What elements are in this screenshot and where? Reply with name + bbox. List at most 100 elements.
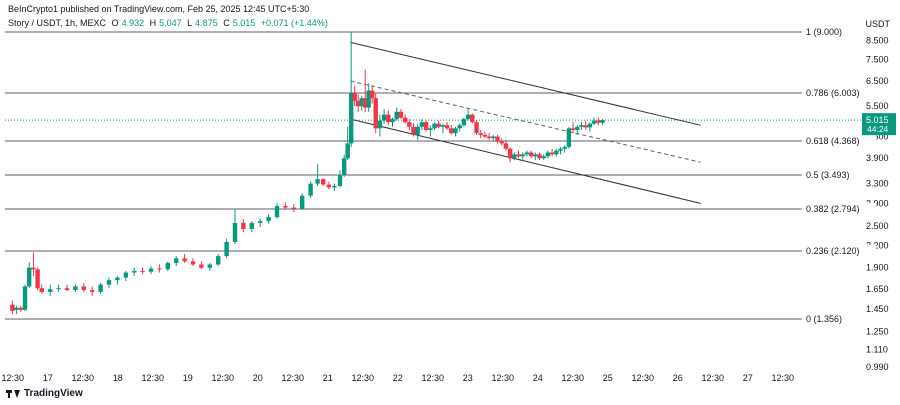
candle-body-90[interactable] bbox=[524, 152, 530, 155]
candle-body-44[interactable] bbox=[337, 174, 343, 186]
candle-body-87[interactable] bbox=[512, 154, 517, 159]
candle-body-15[interactable] bbox=[106, 280, 112, 285]
candle-body-23[interactable] bbox=[174, 258, 179, 263]
candle-body-50[interactable] bbox=[359, 98, 364, 107]
candle-body-73[interactable] bbox=[453, 128, 458, 134]
candle-body-47[interactable] bbox=[349, 93, 354, 144]
candle-body-99[interactable] bbox=[562, 146, 567, 149]
candle-body-36[interactable] bbox=[283, 205, 288, 208]
candle-body-11[interactable] bbox=[73, 286, 78, 291]
candle-body-9[interactable] bbox=[56, 288, 61, 290]
candle-body-68[interactable] bbox=[432, 123, 437, 129]
candle-body-93[interactable] bbox=[537, 154, 542, 159]
candle-body-52[interactable] bbox=[366, 90, 371, 108]
candle-body-37[interactable] bbox=[291, 207, 296, 209]
candle-body-55[interactable] bbox=[377, 120, 383, 129]
candle-body-12[interactable] bbox=[81, 286, 86, 291]
candle-body-85[interactable] bbox=[503, 143, 509, 149]
candle-body-89[interactable] bbox=[520, 154, 525, 157]
candle-body-82[interactable] bbox=[491, 136, 496, 139]
candle-body-97[interactable] bbox=[554, 150, 559, 155]
candle-body-40[interactable] bbox=[315, 179, 320, 184]
candle-body-79[interactable] bbox=[478, 133, 483, 135]
candle-body-71[interactable] bbox=[444, 125, 450, 129]
candle-body-1[interactable] bbox=[14, 307, 19, 310]
candle-body-78[interactable] bbox=[474, 122, 479, 134]
candle-body-54[interactable] bbox=[373, 98, 378, 129]
candle-body-8[interactable] bbox=[48, 289, 53, 292]
candle-body-96[interactable] bbox=[549, 152, 555, 155]
candle-body-18[interactable] bbox=[132, 270, 137, 273]
candle-body-65[interactable] bbox=[419, 122, 425, 127]
candle-body-105[interactable] bbox=[587, 123, 593, 128]
candle-body-107[interactable] bbox=[596, 120, 601, 123]
candle-body-94[interactable] bbox=[541, 156, 546, 159]
candle-body-14[interactable] bbox=[98, 284, 103, 292]
candle-body-62[interactable] bbox=[407, 122, 412, 127]
candle-body-49[interactable] bbox=[356, 100, 361, 107]
candle-body-3[interactable] bbox=[22, 286, 28, 310]
candle-body-84[interactable] bbox=[499, 141, 504, 144]
candle-body-29[interactable] bbox=[224, 241, 229, 257]
candle-body-81[interactable] bbox=[486, 136, 492, 139]
candle-body-102[interactable] bbox=[575, 126, 580, 130]
candle-body-86[interactable] bbox=[507, 148, 513, 159]
candle-body-92[interactable] bbox=[533, 154, 538, 157]
candle-body-39[interactable] bbox=[308, 183, 313, 196]
candle-body-13[interactable] bbox=[90, 290, 95, 292]
candle-body-0[interactable] bbox=[10, 304, 15, 311]
candle-body-60[interactable] bbox=[398, 111, 404, 118]
candle-body-25[interactable] bbox=[190, 261, 196, 265]
candle-body-4[interactable] bbox=[27, 267, 32, 287]
candle-body-91[interactable] bbox=[528, 152, 534, 157]
candle-body-46[interactable] bbox=[345, 143, 350, 159]
candle-body-38[interactable] bbox=[300, 195, 305, 209]
candle-body-32[interactable] bbox=[249, 222, 254, 229]
candle-body-30[interactable] bbox=[232, 222, 238, 242]
candle-body-103[interactable] bbox=[579, 125, 584, 127]
candle-body-22[interactable] bbox=[165, 262, 170, 270]
candle-body-67[interactable] bbox=[428, 128, 433, 130]
candle-body-108[interactable] bbox=[600, 119, 605, 123]
candle-body-100[interactable] bbox=[566, 128, 572, 147]
candle-body-5[interactable] bbox=[31, 267, 36, 270]
candle-body-34[interactable] bbox=[266, 217, 271, 222]
candle-body-43[interactable] bbox=[332, 185, 337, 188]
candle-body-57[interactable] bbox=[386, 114, 391, 123]
candle-body-77[interactable] bbox=[470, 114, 475, 123]
candle-body-63[interactable] bbox=[411, 126, 416, 135]
candle-body-31[interactable] bbox=[241, 222, 246, 229]
candle-body-45[interactable] bbox=[342, 158, 347, 175]
candle-body-74[interactable] bbox=[457, 125, 462, 129]
candle-body-48[interactable] bbox=[352, 93, 357, 101]
candle-body-76[interactable] bbox=[465, 114, 471, 120]
candle-body-41[interactable] bbox=[321, 179, 326, 185]
tradingview-brand[interactable]: TradingView bbox=[6, 388, 83, 399]
candle-body-61[interactable] bbox=[402, 117, 408, 123]
candle-body-66[interactable] bbox=[423, 122, 429, 130]
candle-body-98[interactable] bbox=[558, 148, 563, 151]
candle-body-6[interactable] bbox=[35, 269, 40, 289]
candle-body-106[interactable] bbox=[591, 120, 597, 124]
candle-body-104[interactable] bbox=[583, 125, 588, 128]
candle-body-51[interactable] bbox=[363, 98, 368, 108]
candle-body-21[interactable] bbox=[157, 268, 162, 270]
candle-body-80[interactable] bbox=[482, 134, 488, 137]
candle-body-7[interactable] bbox=[39, 288, 44, 292]
candle-body-20[interactable] bbox=[148, 268, 154, 272]
candle-body-69[interactable] bbox=[436, 123, 441, 127]
candle-body-10[interactable] bbox=[64, 288, 70, 291]
candle-body-101[interactable] bbox=[570, 128, 576, 130]
candle-body-42[interactable] bbox=[326, 184, 331, 188]
candle-body-83[interactable] bbox=[495, 136, 500, 142]
candle-body-24[interactable] bbox=[182, 258, 187, 262]
candle-body-27[interactable] bbox=[207, 264, 212, 268]
candle-body-59[interactable] bbox=[394, 111, 399, 120]
candle-body-75[interactable] bbox=[461, 119, 467, 126]
candle-body-33[interactable] bbox=[258, 221, 263, 223]
candle-body-64[interactable] bbox=[415, 126, 420, 135]
candle-body-72[interactable] bbox=[449, 128, 454, 134]
candle-body-70[interactable] bbox=[440, 125, 446, 127]
candle-body-19[interactable] bbox=[140, 270, 145, 272]
